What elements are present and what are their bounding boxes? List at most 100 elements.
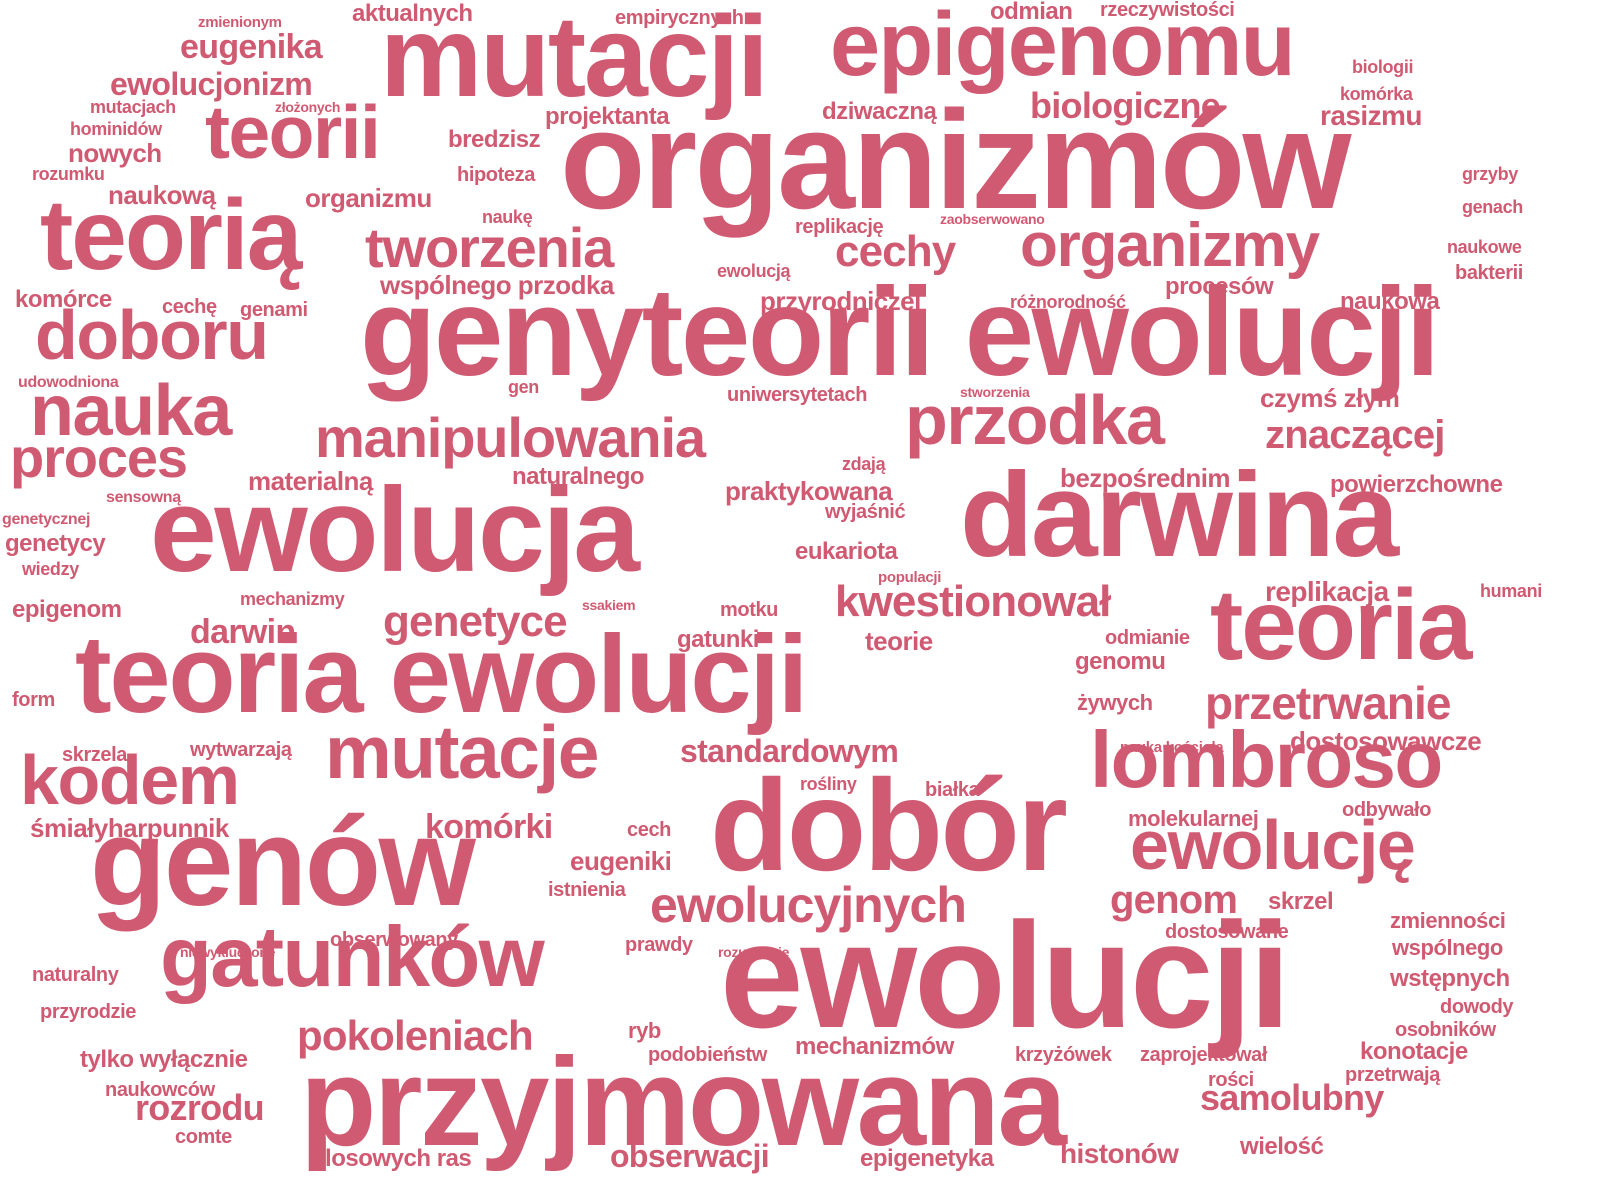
word-tylko-wylacznie: tylko wyłącznie <box>80 1046 248 1073</box>
word-nowych: nowych <box>68 138 162 168</box>
word-hominidow: hominidów <box>70 119 162 139</box>
word-nauke: naukę <box>482 207 533 227</box>
word-dobor: dobór <box>710 752 1068 898</box>
word-hipoteza: hipoteza <box>457 164 535 186</box>
word-komorki: komórki <box>425 808 553 846</box>
word-przodka: przodka <box>905 381 1165 459</box>
word-dostosowane: dostosowane <box>1165 921 1289 943</box>
word-gatunkow: gatunków <box>160 910 545 1005</box>
word-rozumku: rozumku <box>32 164 105 184</box>
word-grzyby: grzyby <box>1462 164 1518 184</box>
word-genetyce: genetyce <box>383 597 568 646</box>
word-ceche: cechę <box>162 296 217 318</box>
word-krzyzowek: krzyżówek <box>1015 1044 1112 1066</box>
word-zmienionym: zmienionym <box>198 14 282 31</box>
word-odmianie: odmianie <box>1105 627 1190 649</box>
word-genami: genami <box>240 299 308 321</box>
word-bialka: białka <box>925 779 980 801</box>
word-replikacje: replikację <box>795 216 884 238</box>
word-dowody: dowody <box>1440 996 1514 1018</box>
word-pokoleniach: pokoleniach <box>297 1012 534 1059</box>
word-genyteorii-ewolucji: genyteorii ewolucji <box>360 263 1440 402</box>
word-teoria: teorią <box>40 179 302 291</box>
word-ryb: ryb <box>628 1018 661 1043</box>
word-odmian: odmian <box>990 0 1073 25</box>
word-wspolnego-przodka: wspólnego przodka <box>380 270 614 300</box>
word-rosci: rości <box>1208 1069 1254 1091</box>
word-skrzel: skrzel <box>1268 888 1334 915</box>
word-rzeczywistosci: rzeczywistości <box>1100 0 1235 21</box>
word-naukowcow: naukowców <box>105 1079 215 1101</box>
word-cechy: cechy <box>835 227 956 276</box>
word-manipulowania: manipulowania <box>315 406 706 469</box>
word-osobnikow: osobników <box>1395 1019 1496 1041</box>
word-doboru: doboru <box>35 296 269 374</box>
word-podobienstw: podobieństw <box>648 1044 767 1066</box>
word-naukowa: naukową <box>108 180 216 210</box>
word-biologiczne: biologiczne <box>1030 85 1221 126</box>
word-naturalnego: naturalnego <box>512 463 645 490</box>
word-rasizmu: rasizmu <box>1320 100 1422 131</box>
word-eugeniki: eugeniki <box>570 846 672 876</box>
word-smialyharpunnik: śmiałyharpunnik <box>30 813 229 843</box>
word-comte: comte <box>175 1126 232 1148</box>
word-obserwowany: obserwowany <box>330 929 458 951</box>
word-genetycy: genetycy <box>5 530 106 557</box>
word-ewolucyjnych: ewolucyjnych <box>650 877 967 933</box>
word-eugenika: eugenika <box>180 28 323 66</box>
word-organizmy: organizmy <box>1020 211 1320 280</box>
word-kodem: kodem <box>20 741 240 819</box>
word-ewolucja: ewolucja <box>150 463 640 597</box>
word-eukariota: eukariota <box>795 538 898 565</box>
word-bakterii: bakterii <box>1455 262 1523 284</box>
word-zaprojektowal: zaprojektował <box>1140 1044 1268 1066</box>
word-organizmow: organizmów <box>560 81 1352 238</box>
word-zywych: żywych <box>1077 690 1153 715</box>
word-teorii: teorii <box>205 90 381 174</box>
word-komorce: komórce <box>15 286 112 313</box>
word-skrzela: skrzela <box>62 744 128 766</box>
word-odbywalo: odbywało <box>1342 799 1432 821</box>
word-obserwacji: obserwacji <box>610 1138 770 1174</box>
word-bredzisz: bredzisz <box>448 126 541 153</box>
word-replikacja: replikacja <box>1265 576 1389 607</box>
word-wielosc: wielość <box>1240 1133 1324 1160</box>
word-przetrwaja: przetrwają <box>1345 1064 1440 1086</box>
word-proces: proces <box>10 426 188 489</box>
word-prawdy: prawdy <box>625 934 693 956</box>
word-rozrodu: rozrodu <box>135 1087 265 1128</box>
word-naukowe: naukowe <box>1447 237 1522 257</box>
word-teorie: teorie <box>865 626 933 656</box>
word-istnienia: istnienia <box>548 879 626 901</box>
word-epigenetyka: epigenetyka <box>860 1145 994 1172</box>
word-rozumienie: rozumienie <box>718 944 790 960</box>
word-histonow: histonów <box>1060 1138 1179 1169</box>
word-czyms-zlym: czymś złym <box>1260 383 1400 413</box>
word-przyrodniczej: przyrodniczej <box>760 286 921 316</box>
word-cech: cech <box>627 819 671 841</box>
word-ssakiem: ssakiem <box>582 597 636 613</box>
word-naukowa: naukowa <box>1340 288 1440 315</box>
word-biologii: biologii <box>1352 57 1414 77</box>
word-materialna: materialną <box>248 466 373 496</box>
word-mutacji: mutacji <box>380 0 769 121</box>
word-zdaja: zdają <box>842 454 886 474</box>
word-projektanta: projektanta <box>545 103 670 130</box>
word-sensowna: sensowną <box>106 489 181 506</box>
word-roznorodnosc: różnorodność <box>1010 292 1126 312</box>
word-molekularnej: molekularnej <box>1128 806 1259 831</box>
word-wspolnego: wspólnego <box>1392 935 1503 960</box>
word-niewykluczone: niewykluczone <box>180 944 276 960</box>
word-mechanizmow: mechanizmów <box>795 1033 954 1060</box>
word-naturalny: naturalny <box>32 964 119 986</box>
word-aktualnych: aktualnych <box>352 0 473 27</box>
word-motku: motku <box>720 599 779 621</box>
word-nauka-kosciola: nauka kościoła <box>1120 739 1224 756</box>
word-epigenom: epigenom <box>12 596 122 623</box>
word-komorka: komórka <box>1340 84 1413 104</box>
word-mutacje: mutacje <box>325 710 599 794</box>
word-gatunki: gatunki <box>677 626 759 653</box>
word-organizmu: organizmu <box>305 183 432 213</box>
word-darwin: darwin <box>190 613 296 651</box>
word-darwina: darwina <box>960 448 1399 582</box>
